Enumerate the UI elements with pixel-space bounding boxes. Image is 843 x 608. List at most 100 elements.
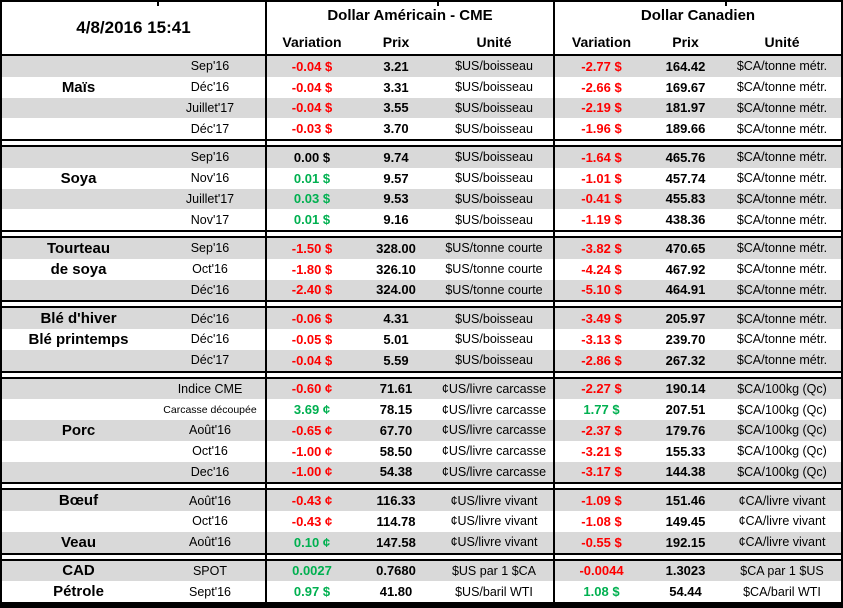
contract-label: Carcasse découpée — [163, 403, 257, 416]
vertical-divider — [553, 554, 648, 559]
ca-variation-value: -0.0044 — [553, 560, 648, 582]
us-price-value: 71.61 — [379, 381, 413, 397]
vertical-divider — [553, 372, 648, 377]
ca-price-value: 54.44 — [669, 584, 702, 600]
us-price-value: 114.78 — [376, 513, 416, 529]
ca-unit-label: ¢CA/livre vivant — [738, 514, 826, 529]
us-variation-value: 0.01 $ — [265, 167, 357, 189]
group-mais: Sep'16 -0.04 $ 3.21 $US/boisseau -2.77 $… — [2, 54, 841, 141]
ca-unite-header: Unité — [764, 33, 800, 50]
commodity-label: CAD — [62, 562, 95, 580]
table-row: Dec'16 -1.00 ¢ 54.38 ¢US/livre carcasse … — [2, 461, 841, 483]
ca-price-value: 144.38 — [665, 464, 706, 480]
ca-variation-value: -5.10 $ — [553, 279, 648, 301]
contract-label: Juillet'17 — [185, 191, 235, 206]
table-row: Sep'16 0.00 $ 9.74 $US/boisseau -1.64 $ … — [2, 147, 841, 168]
ca-price-value: 1.3023 — [665, 563, 706, 579]
table-row: Juillet'17 -0.04 $ 3.55 $US/boisseau -2.… — [2, 97, 841, 119]
us-variation-value: -1.50 $ — [265, 238, 357, 259]
table-row: Blé d'hiver Déc'16 -0.06 $ 4.31 $US/bois… — [2, 308, 841, 329]
contract-label: Sep'16 — [190, 150, 230, 165]
ca-unit-label: $CA/tonne métr. — [736, 282, 828, 297]
us-price-value: 3.21 — [383, 58, 409, 74]
us-unit-label: $US/boisseau — [455, 332, 533, 347]
contract-label: Sep'16 — [190, 241, 230, 256]
vertical-divider — [265, 141, 357, 145]
us-price-value: 147.58 — [376, 534, 416, 550]
ca-variation-value: -0.41 $ — [553, 188, 648, 210]
us-unit-label: $US/boisseau — [455, 311, 533, 326]
ca-price-value: 164.42 — [665, 58, 706, 74]
us-price-value: 54.38 — [379, 464, 413, 480]
us-variation-value: -1.80 $ — [265, 258, 357, 280]
us-price-value: 9.57 — [383, 170, 409, 186]
ca-variation-value: -3.82 $ — [553, 238, 648, 259]
us-variation-value: 0.01 $ — [265, 209, 357, 230]
commodity-label — [2, 399, 155, 420]
group-separator — [2, 372, 841, 377]
us-unit-label: $US/boisseau — [455, 121, 533, 136]
ca-price-value: 151.46 — [665, 493, 706, 509]
us-price-value: 41.80 — [379, 584, 413, 600]
ca-variation-value: -3.13 $ — [553, 329, 648, 350]
ca-price-value: 438.36 — [665, 212, 706, 228]
ca-price-value: 169.67 — [665, 79, 706, 95]
us-price-value: 5.01 — [383, 331, 409, 347]
ca-unit-label: $CA/tonne métr. — [736, 171, 828, 186]
us-unit-label: $US/boisseau — [455, 80, 533, 95]
contract-label: Déc'16 — [190, 332, 230, 347]
ca-variation-value: -2.27 $ — [553, 378, 648, 400]
ca-unit-label: $CA/tonne métr. — [736, 212, 828, 227]
ca-price-value: 189.66 — [665, 121, 706, 137]
us-price-value: 5.59 — [383, 352, 409, 368]
us-price-value: 9.74 — [383, 149, 409, 165]
table-row: Bœuf Août'16 -0.43 ¢ 116.33 ¢US/livre vi… — [2, 490, 841, 511]
ca-price-value: 455.83 — [665, 191, 706, 207]
us-variation-value: -0.43 ¢ — [265, 511, 357, 532]
ca-variation-value: -2.77 $ — [553, 56, 648, 77]
ca-variation-value: -3.21 $ — [553, 440, 648, 462]
table-row: Maïs Déc'16 -0.04 $ 3.31 $US/boisseau -2… — [2, 76, 841, 98]
contract-label: Oct'16 — [192, 514, 228, 529]
table-row: Blé printemps Déc'16 -0.05 $ 5.01 $US/bo… — [2, 329, 841, 350]
commodity-label — [2, 147, 155, 168]
ca-unit-label: $CA/baril WTI — [743, 584, 821, 599]
contract-label: Août'16 — [188, 493, 231, 508]
ca-unit-label: $CA/tonne métr. — [736, 100, 828, 115]
commodity-label — [2, 189, 155, 210]
table-row: Porc Août'16 -0.65 ¢ 67.70 ¢US/livre car… — [2, 420, 841, 441]
table-row: Sep'16 -0.04 $ 3.21 $US/boisseau -2.77 $… — [2, 56, 841, 77]
us-unit-label: ¢US/livre vivant — [450, 514, 538, 529]
us-unit-label: $US/boisseau — [455, 191, 533, 206]
column-tick — [725, 2, 727, 6]
ca-price-value: 457.74 — [665, 170, 706, 186]
ca-price-value: 239.70 — [665, 331, 706, 347]
group-separator — [2, 302, 841, 307]
group-cad-petrole: CAD SPOT 0.0027 0.7680 $US par 1 $CA -0.… — [2, 558, 841, 604]
us-price-value: 0.7680 — [376, 563, 416, 579]
table-row: Nov'17 0.01 $ 9.16 $US/boisseau -1.19 $ … — [2, 209, 841, 230]
contract-label: Nov'16 — [190, 171, 230, 186]
group-soya: Sep'16 0.00 $ 9.74 $US/boisseau -1.64 $ … — [2, 145, 841, 232]
group-separator — [2, 484, 841, 489]
us-price-value: 324.00 — [376, 282, 416, 298]
us-variation-value: -0.04 $ — [265, 97, 357, 119]
ca-prix-header: Prix — [672, 33, 699, 50]
table-row: Déc'17 -0.03 $ 3.70 $US/boisseau -1.96 $… — [2, 118, 841, 139]
group-separator — [2, 232, 841, 236]
column-tick — [437, 2, 439, 6]
us-variation-value: -0.60 ¢ — [265, 378, 357, 400]
ca-unit-label: $CA/100kg (Qc) — [737, 402, 827, 417]
us-price-value: 9.53 — [383, 191, 409, 207]
table-row: Pétrole Sept'16 0.97 $ 41.80 $US/baril W… — [2, 581, 841, 602]
commodity-label — [2, 56, 155, 77]
ca-price-value: 207.51 — [665, 402, 706, 418]
us-price-value: 326.10 — [376, 261, 416, 277]
us-unit-label: ¢US/livre carcasse — [441, 402, 547, 417]
table-row: Carcasse découpée 3.69 ¢ 78.15 ¢US/livre… — [2, 399, 841, 420]
us-unit-label: $US/boisseau — [455, 353, 533, 368]
us-price-value: 3.70 — [383, 121, 409, 137]
table-body: Sep'16 -0.04 $ 3.21 $US/boisseau -2.77 $… — [2, 54, 841, 604]
ca-unit-label: $CA/100kg (Qc) — [737, 444, 827, 459]
